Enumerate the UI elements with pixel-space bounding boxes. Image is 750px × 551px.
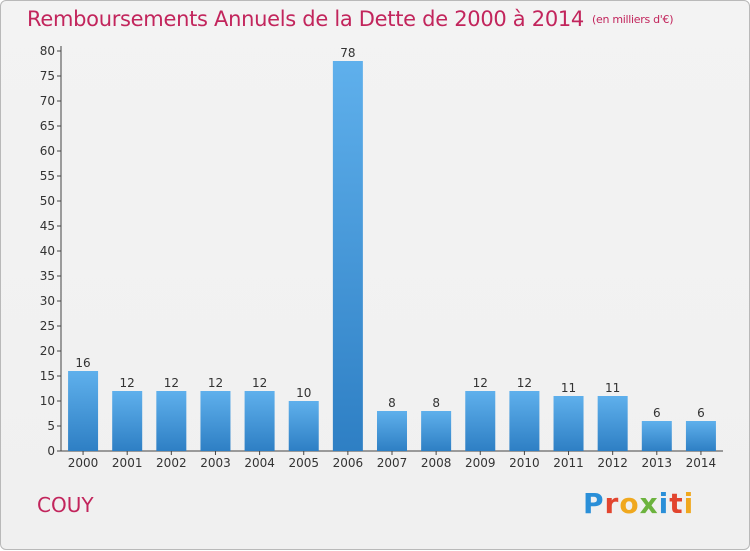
data-label: 8	[432, 396, 440, 410]
x-tick-label: 2004	[244, 456, 275, 470]
logo-letter: i	[683, 487, 695, 520]
chart-subtitle: (en milliers d'€)	[592, 13, 674, 26]
data-label: 8	[388, 396, 396, 410]
bar	[553, 396, 584, 451]
bar	[641, 421, 672, 451]
x-tick-label: 2013	[642, 456, 673, 470]
x-tick-label: 2006	[333, 456, 364, 470]
bar	[597, 396, 628, 451]
y-tick-label: 30	[40, 294, 55, 308]
y-tick-label: 70	[40, 94, 55, 108]
bar	[421, 411, 452, 451]
x-tick-label: 2010	[509, 456, 540, 470]
x-tick-label: 2009	[465, 456, 496, 470]
bar	[288, 401, 319, 451]
y-tick-label: 60	[40, 144, 55, 158]
data-label: 12	[517, 376, 532, 390]
x-tick-label: 2001	[112, 456, 143, 470]
x-tick-label: 2011	[553, 456, 584, 470]
data-label: 6	[653, 406, 661, 420]
y-tick-label: 10	[40, 394, 55, 408]
x-tick-label: 2008	[421, 456, 452, 470]
commune-name: COUY	[37, 493, 94, 517]
data-label: 12	[252, 376, 267, 390]
x-tick-label: 2003	[200, 456, 231, 470]
bar	[685, 421, 716, 451]
y-tick-label: 15	[40, 369, 55, 383]
logo-letter: i	[658, 487, 670, 520]
logo-letter: t	[669, 487, 684, 520]
data-label: 12	[120, 376, 135, 390]
y-tick-label: 0	[47, 444, 55, 458]
data-label: 10	[296, 386, 311, 400]
x-tick-label: 2012	[597, 456, 628, 470]
y-tick-label: 80	[40, 44, 55, 58]
data-label: 11	[605, 381, 620, 395]
logo-letter: o	[619, 487, 640, 520]
y-tick-label: 65	[40, 119, 55, 133]
bar	[244, 391, 275, 451]
y-tick-label: 25	[40, 319, 55, 333]
y-tick-label: 40	[40, 244, 55, 258]
logo-letter: x	[639, 487, 659, 520]
data-label: 78	[340, 46, 355, 60]
data-label: 12	[473, 376, 488, 390]
bar	[377, 411, 407, 451]
bar	[156, 391, 187, 451]
logo-letter: r	[604, 487, 620, 520]
data-label: 11	[561, 381, 576, 395]
x-tick-label: 2014	[686, 456, 717, 470]
bar	[332, 61, 363, 451]
bar	[68, 371, 99, 451]
y-tick-label: 20	[40, 344, 55, 358]
bar	[465, 391, 496, 451]
data-label: 12	[164, 376, 179, 390]
x-tick-label: 2005	[288, 456, 319, 470]
y-tick-label: 55	[40, 169, 55, 183]
x-tick-label: 2002	[156, 456, 187, 470]
y-tick-label: 50	[40, 194, 55, 208]
data-label: 16	[75, 356, 90, 370]
y-tick-label: 5	[47, 419, 55, 433]
x-tick-label: 2000	[68, 456, 99, 470]
bar	[509, 391, 540, 451]
bar	[200, 391, 231, 451]
y-tick-label: 45	[40, 219, 55, 233]
chart-title: Remboursements Annuels de la Dette de 20…	[27, 7, 673, 31]
y-tick-label: 75	[40, 69, 55, 83]
chart-title-text: Remboursements Annuels de la Dette de 20…	[27, 7, 584, 31]
y-tick-label: 35	[40, 269, 55, 283]
x-tick-label: 2007	[377, 456, 408, 470]
logo-letter: P	[583, 487, 605, 520]
proxiti-logo: Proxiti	[583, 487, 694, 520]
data-label: 12	[208, 376, 223, 390]
bar	[112, 391, 143, 451]
data-label: 6	[697, 406, 705, 420]
